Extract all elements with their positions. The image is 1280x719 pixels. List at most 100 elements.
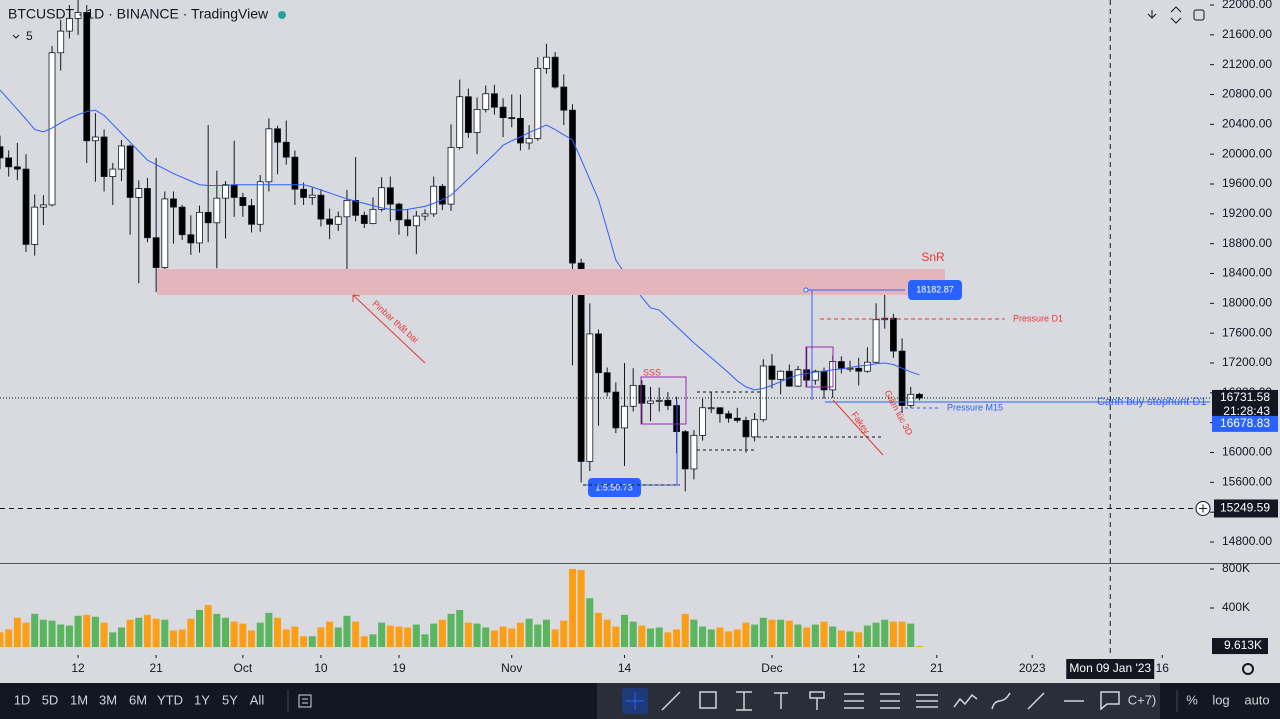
candle-body: [274, 128, 281, 143]
drawing-tools[interactable]: [661, 691, 1120, 711]
y-tick-label: 14800.00: [1222, 534, 1272, 548]
candle-body: [464, 96, 472, 133]
candle-body: [491, 93, 498, 108]
candle-body: [317, 194, 325, 220]
candle-body: [378, 187, 386, 210]
dashed-level: [583, 391, 882, 486]
pattern-box: [805, 346, 834, 388]
volume-bar: [655, 627, 663, 647]
volume-tick-label: 400K: [1222, 600, 1250, 614]
candle-body: [647, 400, 654, 404]
volume-bar: [525, 618, 533, 647]
volume-bar: [378, 622, 386, 647]
volume-bar: [820, 621, 828, 647]
volume-bar: [542, 619, 550, 647]
candle-body: [447, 147, 455, 205]
volume-bar: [560, 620, 568, 647]
x-tick-label: 21: [930, 661, 944, 675]
volume-bar: [135, 617, 143, 647]
timeframe-button[interactable]: 3M: [99, 692, 117, 707]
candle-body: [846, 367, 854, 370]
pane-buttons[interactable]: [1147, 6, 1182, 24]
y-tick-label: 18400.00: [1222, 266, 1272, 280]
candle-body: [57, 30, 65, 54]
volume-bar: [785, 620, 793, 647]
candle-body: [300, 188, 307, 198]
candle-body: [517, 117, 524, 144]
candle-body: [196, 211, 203, 244]
volume-bar: [508, 628, 516, 647]
y-tick-label: 20000.00: [1222, 146, 1272, 160]
candle-body: [74, 12, 82, 19]
volume-bar: [152, 618, 160, 647]
volume-bar: [239, 623, 247, 647]
timeframe-button[interactable]: 1D: [14, 692, 31, 707]
volume-bar: [282, 629, 290, 647]
volume-bar: [586, 598, 594, 647]
candle-body: [230, 184, 238, 198]
maximize-button[interactable]: [1193, 9, 1205, 21]
candle-body: [222, 184, 229, 199]
candle-body: [803, 369, 811, 381]
candle-body: [577, 262, 585, 462]
scale-button[interactable]: %: [1186, 692, 1198, 707]
timeframe-button[interactable]: 5D: [42, 692, 59, 707]
volume-bar: [13, 617, 21, 647]
date-range-icon[interactable]: [298, 694, 312, 708]
volume-bar: [395, 626, 403, 647]
volume-bar: [0, 632, 4, 647]
candle-body: [898, 350, 906, 406]
candle-body: [551, 56, 559, 88]
candle-body: [586, 333, 594, 462]
tool-crosshair[interactable]: [626, 692, 644, 710]
scale-button[interactable]: auto: [1244, 692, 1269, 707]
crosshair-date-label: Mon 09 Jan '23: [1069, 661, 1151, 675]
collapse-icon[interactable]: [12, 34, 20, 39]
scale-button[interactable]: log: [1212, 692, 1229, 707]
candle-body: [777, 370, 785, 380]
volume-bar: [759, 617, 767, 647]
candle-body: [638, 384, 646, 404]
candle-body: [256, 181, 264, 225]
timeframe-button[interactable]: 6M: [129, 692, 147, 707]
indicator-count[interactable]: 5: [26, 29, 33, 43]
candle-body: [699, 407, 706, 436]
volume-bar: [811, 624, 819, 647]
volume-bar: [248, 630, 256, 647]
candle-body: [725, 413, 733, 419]
x-tick-label: Dec: [761, 661, 782, 675]
measure-line: [806, 289, 905, 400]
candle-body: [308, 194, 316, 198]
candle-body: [395, 203, 403, 221]
timeframe-button[interactable]: All: [250, 692, 265, 707]
timeframe-button[interactable]: 5Y: [222, 692, 238, 707]
timeframe-button[interactable]: 1Y: [194, 692, 210, 707]
measure-box: [908, 280, 962, 300]
candle-body: [386, 187, 394, 205]
last-price-box: [1212, 389, 1278, 420]
volume-bar: [482, 627, 490, 647]
candle-body: [438, 185, 446, 205]
candle-body: [872, 319, 880, 363]
candle-body: [22, 168, 30, 245]
candle-body: [204, 211, 212, 224]
volume-bar: [516, 622, 524, 647]
timezone-label[interactable]: C+7): [1128, 692, 1157, 707]
volume-bar: [326, 621, 334, 647]
y-tick-label: 16000.00: [1222, 445, 1272, 459]
volume-bar: [57, 624, 65, 647]
volume-bar: [438, 619, 446, 647]
measure-box-label: 1:5:50.73: [595, 482, 633, 492]
measure-box: [588, 478, 641, 497]
timeframe-button[interactable]: YTD: [157, 692, 183, 707]
last-volume-box: [1212, 638, 1268, 655]
candle-body: [13, 166, 21, 170]
timeframe-button[interactable]: 1M: [70, 692, 88, 707]
sss-label: SSS: [643, 367, 661, 377]
symbol-title: BTCUSDT · 1D · BINANCE · TradingView: [8, 6, 269, 22]
candle-body: [733, 417, 741, 421]
candle-body: [0, 146, 4, 159]
sss-box: [640, 376, 687, 425]
volume-bar: [447, 613, 455, 647]
